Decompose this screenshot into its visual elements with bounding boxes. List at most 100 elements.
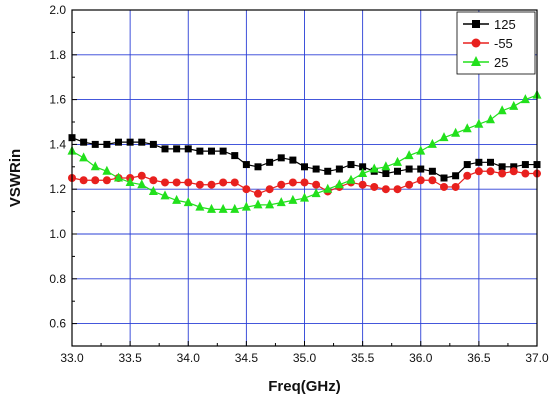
data-point	[347, 161, 355, 169]
data-point	[358, 168, 368, 178]
data-point	[486, 167, 495, 176]
data-point	[509, 100, 519, 110]
data-point	[300, 178, 309, 187]
data-point	[427, 138, 437, 148]
data-point	[172, 194, 182, 204]
data-point	[208, 147, 215, 155]
data-point	[521, 169, 530, 178]
legend-swatch-marker	[471, 38, 481, 48]
data-point	[219, 147, 227, 155]
legend: 125 -55 25	[456, 11, 536, 75]
data-point	[218, 203, 228, 213]
data-point	[428, 167, 436, 175]
data-point	[486, 114, 495, 124]
y-axis-title: VSWRin	[7, 149, 24, 207]
data-point	[138, 138, 146, 146]
data-point	[265, 185, 274, 194]
data-point	[440, 182, 448, 191]
legend-label: 25	[494, 55, 508, 70]
data-point	[382, 170, 390, 178]
data-point	[335, 165, 343, 173]
series-2	[67, 89, 542, 213]
data-point	[381, 185, 390, 194]
data-point	[416, 145, 426, 155]
data-point	[253, 199, 263, 209]
data-point	[115, 138, 122, 146]
legend-swatch-marker	[471, 56, 481, 66]
data-point	[301, 163, 308, 171]
data-point	[405, 165, 413, 173]
data-point	[241, 201, 251, 211]
data-point	[498, 163, 506, 171]
plot-series	[67, 89, 542, 213]
legend-swatch-marker	[472, 20, 480, 28]
data-point	[80, 138, 88, 146]
data-point	[300, 192, 309, 202]
data-point	[404, 150, 414, 160]
data-point	[230, 178, 239, 187]
data-point	[195, 201, 205, 211]
legend-item: 125	[463, 17, 516, 32]
data-point	[405, 180, 414, 189]
x-tick-label: 34.0	[177, 351, 201, 365]
axis-ticks: 33.0 33.5 34.0 34.5 35.0 35.5 36.0 36.5 37.0 0.6 0…	[49, 3, 549, 365]
y-tick-label: 1.6	[49, 93, 66, 107]
x-axis-title: Freq(GHz)	[268, 378, 341, 395]
data-point	[207, 180, 216, 189]
y-tick-label: 1.0	[49, 227, 66, 241]
data-point	[102, 176, 111, 185]
x-tick-label: 37.0	[525, 351, 549, 365]
data-point	[195, 180, 204, 189]
data-point	[207, 203, 216, 213]
data-point	[288, 194, 298, 204]
data-point	[219, 178, 228, 187]
data-point	[428, 176, 437, 185]
data-point	[474, 118, 484, 128]
data-point	[475, 158, 483, 166]
data-point	[521, 161, 529, 169]
data-point	[266, 158, 274, 166]
data-point	[487, 158, 494, 166]
data-point	[126, 138, 134, 146]
data-point	[160, 190, 170, 200]
data-point	[510, 163, 518, 171]
data-point	[346, 174, 356, 184]
data-point	[173, 145, 181, 153]
data-point	[161, 145, 169, 153]
data-point	[265, 199, 275, 209]
data-point	[183, 197, 193, 207]
x-tick-label: 34.5	[235, 351, 259, 365]
legend-item: 25	[463, 55, 508, 70]
x-tick-label: 36.5	[467, 351, 491, 365]
data-point	[149, 140, 157, 148]
x-tick-label: 36.0	[409, 351, 433, 365]
y-tick-label: 2.0	[49, 3, 66, 17]
data-point	[323, 183, 333, 193]
data-point	[149, 176, 158, 185]
y-tick-label: 0.8	[49, 272, 66, 286]
data-point	[334, 179, 344, 189]
data-point	[497, 105, 507, 115]
x-tick-label: 35.5	[351, 351, 375, 365]
data-point	[172, 178, 181, 187]
data-point	[125, 176, 135, 186]
data-point	[289, 156, 297, 164]
data-point	[312, 165, 320, 173]
x-tick-label: 35.0	[293, 351, 317, 365]
data-point	[79, 152, 89, 162]
data-point	[231, 152, 239, 160]
data-point	[230, 203, 240, 213]
data-point	[451, 182, 460, 191]
data-point	[148, 185, 158, 195]
data-point	[393, 156, 402, 166]
legend-label: -55	[494, 36, 513, 51]
data-point	[369, 163, 379, 173]
data-point	[242, 185, 251, 194]
data-point	[90, 161, 100, 171]
data-point	[137, 171, 146, 180]
x-tick-label: 33.5	[118, 351, 142, 365]
data-point	[311, 188, 321, 198]
y-tick-label: 0.6	[49, 317, 66, 331]
x-tick-label: 33.0	[60, 351, 84, 365]
data-point	[102, 165, 112, 175]
